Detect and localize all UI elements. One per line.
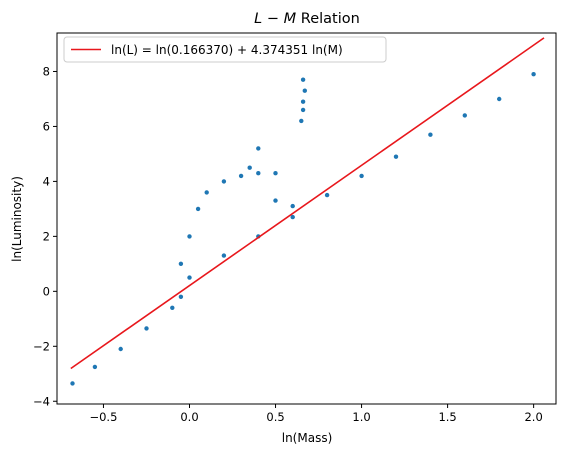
y-tick-label: 4: [43, 174, 50, 188]
data-point: [299, 118, 304, 124]
data-point: [300, 77, 306, 82]
data-point: [300, 99, 306, 104]
y-tick-label: 8: [43, 64, 50, 78]
y-axis-ticks: −4 −2 0 2 4 6 8: [33, 64, 57, 408]
data-point: [221, 253, 227, 258]
x-tick-label: 1.5: [438, 410, 456, 424]
data-point: [497, 96, 502, 102]
data-point: [428, 132, 433, 137]
data-point: [70, 381, 75, 386]
data-point: [462, 113, 467, 118]
data-point: [290, 214, 295, 220]
plot-frame: [56, 32, 557, 405]
data-point: [238, 173, 244, 179]
fit-line: [70, 37, 545, 370]
data-point: [144, 326, 149, 331]
x-tick-label: 0.5: [266, 410, 284, 424]
fit-line-layer: [70, 37, 545, 370]
chart-title: L − M Relation: [254, 11, 360, 27]
x-axis-label: ln(Mass): [282, 431, 333, 445]
legend-box: [63, 36, 387, 63]
data-point: [273, 171, 278, 176]
x-tick-label: −0.5: [89, 410, 117, 424]
data-point: [256, 146, 261, 151]
data-point: [302, 88, 307, 93]
data-point: [393, 154, 399, 159]
data-point: [256, 171, 261, 176]
data-point: [92, 364, 98, 370]
data-point: [359, 173, 364, 179]
data-point: [290, 203, 295, 209]
data-point: [118, 346, 123, 352]
x-axis-ticks: −0.5 0.0 0.5 1.0 1.5 2.0: [89, 404, 543, 424]
data-point: [187, 234, 192, 239]
data-point: [247, 165, 252, 170]
y-tick-label: −4: [33, 394, 50, 408]
y-tick-label: 2: [43, 229, 50, 243]
legend-label: ln(L) = ln(0.166370) + 4.374351 ln(M): [111, 43, 343, 57]
data-point: [170, 305, 175, 310]
x-tick-label: 0.0: [180, 410, 198, 424]
data-point: [178, 294, 184, 299]
y-tick-label: 0: [43, 284, 50, 298]
data-point: [300, 107, 306, 113]
y-axis-label: ln(Luminosity): [10, 176, 24, 262]
data-point: [187, 275, 192, 280]
data-point: [178, 261, 184, 266]
data-point: [531, 72, 536, 77]
y-tick-label: −2: [33, 339, 50, 353]
data-point: [204, 190, 209, 195]
data-point: [273, 198, 278, 203]
data-point: [221, 179, 227, 184]
y-tick-label: 6: [43, 119, 50, 133]
legend: ln(L) = ln(0.166370) + 4.374351 ln(M): [63, 36, 387, 63]
data-point: [195, 206, 201, 212]
data-point: [324, 192, 330, 198]
x-tick-label: 1.0: [352, 410, 370, 424]
x-tick-label: 2.0: [524, 410, 542, 424]
scatter-points: [70, 72, 536, 386]
